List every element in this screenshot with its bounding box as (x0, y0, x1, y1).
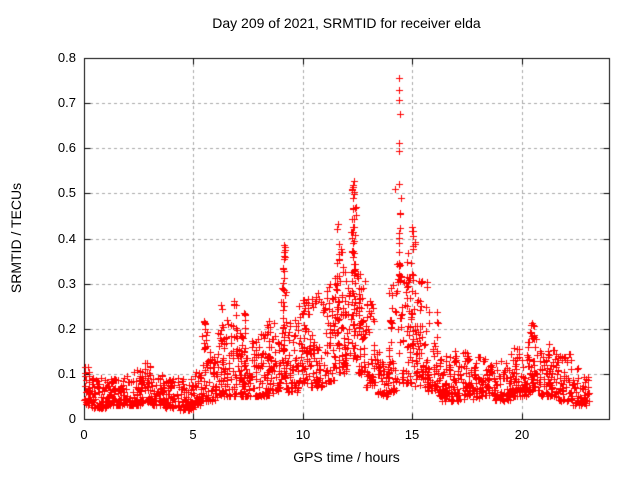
y-tick-label: 0.5 (57, 185, 76, 200)
x-tick-label: 10 (295, 427, 311, 442)
y-tick-label: 0.4 (57, 231, 76, 246)
x-tick-label: 20 (514, 427, 530, 442)
x-tick-label: 0 (80, 427, 88, 442)
y-tick-label: 0.1 (57, 366, 76, 381)
x-axis-label: GPS time / hours (293, 449, 400, 465)
y-tick-label: 0.3 (57, 276, 76, 291)
y-tick-label: 0.2 (57, 321, 76, 336)
chart-title: Day 209 of 2021, SRMTID for receiver eld… (212, 15, 481, 31)
y-tick-label: 0 (68, 411, 76, 426)
y-tick-label: 0.6 (57, 140, 76, 155)
y-tick-label: 0.8 (57, 50, 76, 65)
x-tick-label: 15 (404, 427, 420, 442)
y-tick-label: 0.7 (57, 95, 76, 110)
x-tick-label: 5 (189, 427, 197, 442)
